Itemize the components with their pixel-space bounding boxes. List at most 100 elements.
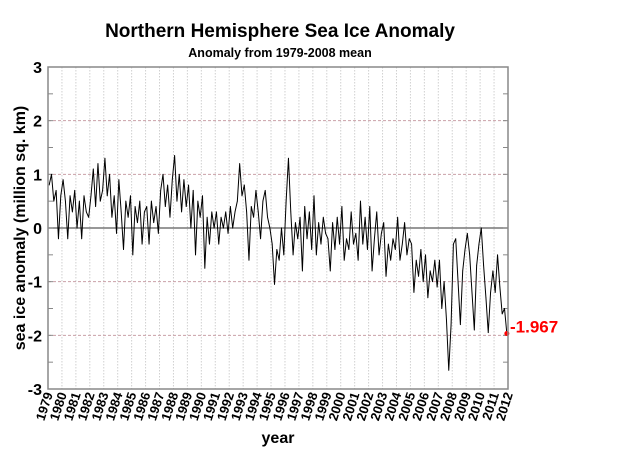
- data-point: [225, 211, 227, 213]
- y-tick-label: -1: [28, 275, 42, 292]
- data-point: [446, 318, 447, 320]
- data-point: [185, 206, 187, 207]
- data-point: [262, 200, 264, 202]
- data-point: [278, 259, 280, 261]
- data-point: [322, 216, 324, 218]
- data-point: [76, 227, 78, 229]
- data-point: [85, 211, 87, 213]
- data-point: [325, 232, 327, 234]
- data-point: [362, 243, 364, 245]
- data-point: [137, 222, 138, 224]
- data-point: [295, 222, 296, 224]
- data-point: [350, 211, 352, 213]
- data-point: [234, 211, 236, 213]
- y-tick-label: -2: [28, 328, 42, 345]
- data-point: [473, 329, 475, 331]
- data-point: [434, 259, 436, 261]
- data-point: [118, 179, 120, 181]
- data-point: [188, 184, 189, 186]
- data-point: [109, 173, 110, 175]
- data-point: [183, 179, 185, 181]
- data-point: [55, 190, 57, 191]
- data-point: [74, 190, 76, 191]
- data-point: [99, 200, 101, 202]
- data-point: [106, 195, 108, 197]
- data-point: [246, 211, 248, 213]
- data-point: [415, 259, 417, 261]
- data-point: [343, 259, 345, 261]
- data-point: [227, 232, 229, 234]
- data-point: [469, 254, 471, 256]
- y-tick-label: 0: [33, 221, 42, 238]
- data-point: [315, 254, 317, 256]
- data-point: [146, 206, 148, 207]
- data-point: [369, 206, 371, 207]
- data-point: [197, 200, 199, 202]
- data-point: [257, 211, 259, 213]
- y-tick-label: -3: [28, 382, 42, 399]
- data-point: [439, 259, 440, 261]
- data-point: [353, 243, 354, 245]
- data-point: [501, 313, 503, 315]
- data-point: [480, 227, 482, 229]
- data-point: [120, 211, 122, 213]
- x-axis-label: year: [262, 430, 295, 447]
- data-point: [374, 238, 375, 240]
- data-point: [336, 216, 338, 218]
- data-point: [223, 227, 224, 229]
- data-point: [78, 200, 80, 202]
- data-point: [394, 249, 396, 250]
- data-point: [144, 211, 145, 213]
- data-point: [306, 238, 308, 240]
- data-point: [157, 232, 159, 234]
- data-point: [171, 179, 173, 181]
- data-point: [239, 163, 241, 165]
- data-point: [130, 195, 131, 197]
- data-point: [304, 206, 306, 207]
- data-point: [195, 254, 196, 256]
- data-point: [62, 179, 64, 181]
- data-point: [360, 200, 361, 202]
- data-point: [339, 243, 340, 245]
- data-point: [102, 190, 103, 191]
- data-point: [69, 195, 71, 197]
- data-point: [327, 238, 329, 240]
- data-point: [355, 232, 357, 234]
- data-point: [174, 155, 176, 156]
- data-point: [441, 308, 443, 309]
- data-point: [58, 238, 59, 240]
- data-point: [71, 211, 73, 213]
- data-point: [504, 308, 505, 309]
- data-point: [236, 200, 238, 202]
- data-point: [332, 222, 333, 224]
- data-point: [204, 267, 206, 269]
- chart-title: Northern Hemisphere Sea Ice Anomaly: [105, 21, 455, 42]
- data-point: [274, 283, 275, 285]
- data-point: [413, 292, 415, 293]
- data-point: [425, 254, 426, 256]
- data-point: [380, 232, 382, 234]
- data-point: [134, 206, 136, 207]
- data-point: [176, 200, 178, 202]
- data-point: [443, 281, 445, 283]
- data-point: [450, 324, 452, 325]
- data-point: [253, 216, 255, 218]
- data-point: [67, 238, 69, 240]
- data-point: [65, 200, 66, 202]
- axis-ticks: 1979198019811982198319841985198619871988…: [28, 60, 516, 422]
- data-point: [378, 254, 380, 256]
- anomaly-series-line: [48, 155, 508, 371]
- y-tick-label: 1: [33, 167, 42, 184]
- data-point: [311, 249, 313, 250]
- data-point: [60, 195, 62, 197]
- data-point: [464, 249, 466, 250]
- data-point: [288, 157, 289, 159]
- grid: [48, 67, 508, 389]
- data-point: [216, 211, 217, 213]
- data-point: [478, 243, 480, 245]
- data-point: [81, 238, 83, 240]
- data-point: [364, 216, 366, 218]
- data-point: [48, 184, 50, 186]
- data-point: [429, 270, 431, 272]
